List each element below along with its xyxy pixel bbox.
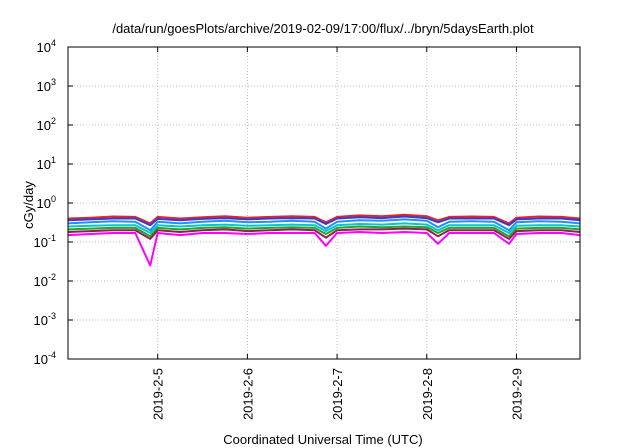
y-axis-label: cGy/day [21,181,36,229]
x-tick-label: 2019-2-5 [151,368,166,420]
series-line-7 [67,231,581,267]
x-axis-label: Coordinated Universal Time (UTC) [223,432,422,447]
x-tick-label: 2019-2-8 [420,368,435,420]
y-tick-label: 104 [37,38,56,55]
y-axis-ticks: 10-4 10-3 10-2 10-1 100 101 102 103 104 [34,38,580,367]
series-lines [67,213,581,267]
y-tick-label: 100 [37,194,56,211]
y-tick-label: 10-4 [34,350,56,367]
series-line-4 [67,222,581,234]
y-tick-label: 101 [37,155,56,172]
y-tick-label: 102 [37,116,56,133]
y-tick-label: 10-1 [34,233,56,250]
x-tick-label: 2019-2-9 [509,368,524,420]
x-axis-ticks: 2019-2-5 2019-2-6 2019-2-7 2019-2-8 2019-2-9 [151,47,524,420]
x-tick-label: 2019-2-7 [330,368,345,420]
series-line-2 [67,215,581,227]
y-tick-label: 103 [37,77,56,94]
chart-title: /data/run/goesPlots/archive/2019-02-09/1… [112,21,534,36]
series-line-5 [67,225,581,238]
plot-frame [67,46,581,360]
series-line-3 [67,218,581,232]
series-line-1 [67,213,581,225]
grid-lines [68,47,580,359]
y-tick-label: 10-2 [34,272,56,289]
x-tick-label: 2019-2-6 [240,368,255,420]
y-tick-label: 10-3 [34,311,56,328]
series-line-6 [67,227,581,240]
